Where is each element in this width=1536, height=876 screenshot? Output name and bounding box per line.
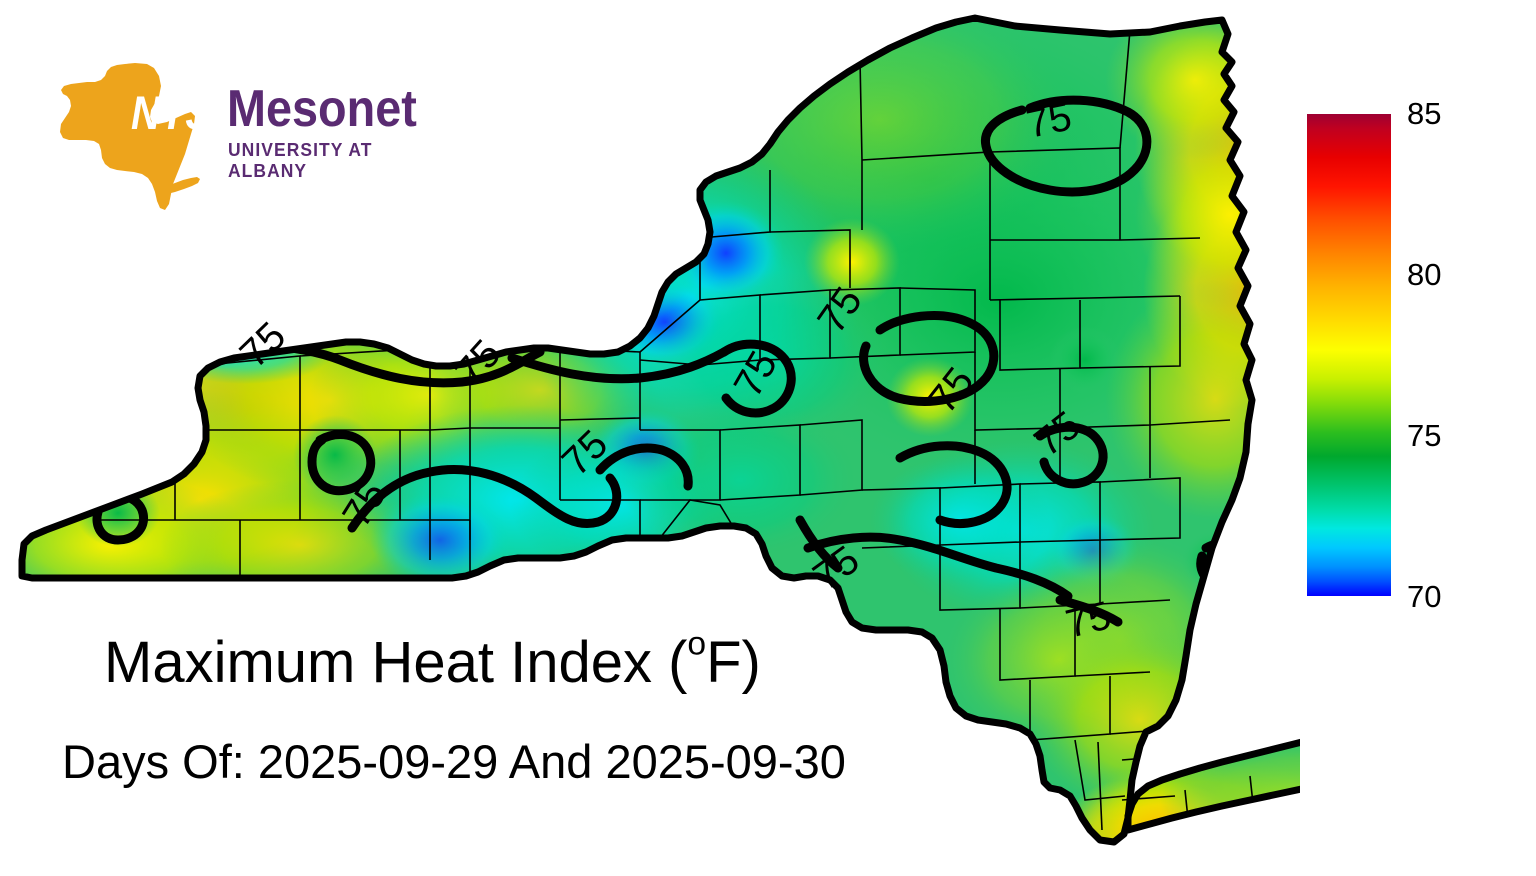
colorbar-tick-85: 85 (1407, 96, 1442, 131)
nys-mesonet-logo[interactable]: NYS Mesonet UNIVERSITY AT ALBANY (55, 62, 417, 212)
contour-label-75: 75 (1062, 593, 1116, 646)
logo-nys-text: NYS (131, 86, 212, 139)
logo-mesonet-text: Mesonet (227, 80, 417, 138)
colorbar-tick-80: 80 (1407, 257, 1442, 292)
page-title: Maximum Heat Index (oF) (104, 627, 761, 692)
logo-university-text: UNIVERSITY AT ALBANY (228, 140, 373, 181)
colorbar-tick-75: 75 (1407, 418, 1442, 453)
title-degree-superscript: o (687, 625, 707, 663)
colorbar-gradient (1307, 114, 1391, 596)
date-range-subtitle: Days Of: 2025-09-29 And 2025-09-30 (62, 735, 846, 788)
map-svg: 75 75 75 75 75 75 75 75 75 75 75 (18, 14, 1300, 846)
title-suffix: F) (706, 630, 761, 695)
heat-index-map[interactable]: 75 75 75 75 75 75 75 75 75 75 75 (0, 0, 1300, 876)
colorbar-tick-70: 70 (1407, 579, 1442, 614)
state-outline (18, 14, 1300, 846)
new-york-state-silhouette-icon (60, 63, 200, 210)
title-prefix: Maximum Heat Index ( (104, 630, 688, 695)
contour-label-75: 75 (1023, 95, 1076, 147)
colorbar[interactable]: 85 80 75 70 (1307, 98, 1441, 612)
